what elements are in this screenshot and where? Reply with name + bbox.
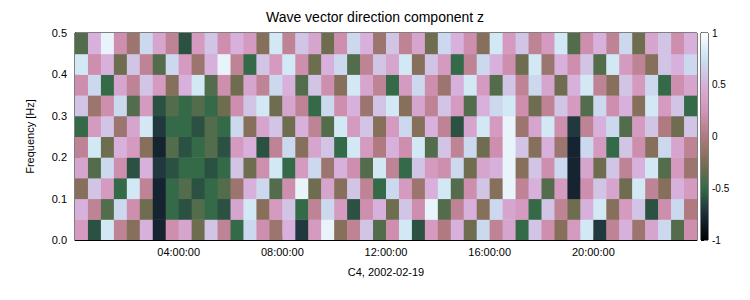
svg-text:Wave vector direction componen: Wave vector direction component z	[266, 9, 484, 25]
svg-text:0.1: 0.1	[52, 193, 67, 205]
svg-text:1: 1	[712, 28, 718, 39]
svg-text:08:00:00: 08:00:00	[261, 246, 304, 258]
svg-text:04:00:00: 04:00:00	[157, 246, 200, 258]
svg-text:12:00:00: 12:00:00	[365, 246, 408, 258]
svg-text:C4, 2002-02-19: C4, 2002-02-19	[348, 266, 424, 278]
svg-text:0.5: 0.5	[712, 79, 726, 90]
svg-text:0.4: 0.4	[52, 68, 67, 80]
svg-text:20:00:00: 20:00:00	[572, 246, 615, 258]
svg-text:16:00:00: 16:00:00	[468, 246, 511, 258]
svg-text:-0.5: -0.5	[712, 183, 730, 194]
svg-text:0.0: 0.0	[52, 234, 67, 246]
svg-text:0.3: 0.3	[52, 110, 67, 122]
svg-text:Frequency [Hz]: Frequency [Hz]	[24, 99, 36, 174]
svg-text:0: 0	[712, 131, 718, 142]
svg-text:0.2: 0.2	[52, 151, 67, 163]
svg-text:-1: -1	[712, 235, 721, 246]
svg-text:0.5: 0.5	[52, 27, 67, 39]
